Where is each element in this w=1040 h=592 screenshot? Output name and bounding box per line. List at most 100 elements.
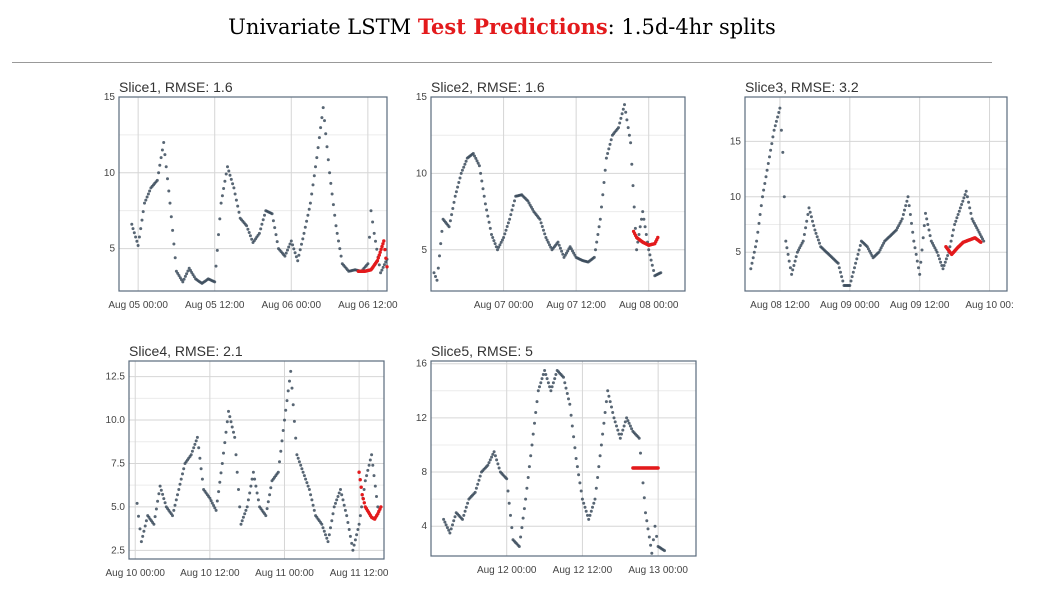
actual-point bbox=[570, 424, 574, 428]
actual-point bbox=[320, 522, 324, 526]
actual-point bbox=[284, 408, 288, 412]
actual-point bbox=[355, 533, 359, 537]
figure-title-suffix: : 1.5d-4hr splits bbox=[607, 15, 776, 39]
actual-point bbox=[265, 507, 269, 511]
actual-point bbox=[213, 506, 217, 510]
actual-point bbox=[214, 508, 218, 512]
actual-point bbox=[611, 411, 615, 414]
actual-point bbox=[488, 226, 492, 230]
actual-point bbox=[935, 250, 939, 254]
actual-point bbox=[155, 178, 159, 182]
actual-point bbox=[505, 477, 509, 481]
actual-point bbox=[506, 221, 510, 225]
actual-point bbox=[638, 225, 642, 229]
actual-point bbox=[594, 486, 598, 490]
actual-point bbox=[220, 194, 224, 198]
actual-point bbox=[899, 219, 903, 223]
actual-point bbox=[461, 517, 464, 521]
actual-point bbox=[303, 225, 307, 229]
actual-point bbox=[261, 218, 265, 222]
actual-point bbox=[558, 246, 562, 250]
actual-point bbox=[933, 246, 937, 250]
actual-point bbox=[525, 486, 529, 490]
actual-point bbox=[192, 446, 196, 450]
actual-point bbox=[954, 219, 958, 223]
actual-point bbox=[486, 463, 490, 467]
actual-point bbox=[329, 526, 332, 530]
actual-point bbox=[653, 524, 657, 528]
actual-point bbox=[247, 231, 251, 234]
actual-point bbox=[163, 501, 167, 505]
actual-point bbox=[304, 477, 308, 481]
actual-point bbox=[560, 249, 564, 253]
actual-point bbox=[300, 242, 303, 246]
actual-point bbox=[491, 452, 495, 456]
actual-point bbox=[248, 491, 252, 495]
actual-point bbox=[519, 535, 523, 539]
panel-slice3: Slice3, RMSE: 3.2 5 10 15 Aug 08 12:00 Aug 09… bbox=[730, 79, 1014, 311]
actual-point bbox=[493, 242, 497, 246]
actual-point bbox=[646, 527, 650, 531]
actual-point bbox=[589, 509, 593, 513]
actual-point bbox=[755, 239, 759, 243]
actual-point bbox=[474, 156, 478, 160]
actual-point bbox=[786, 252, 790, 256]
actual-point bbox=[487, 461, 491, 465]
actual-point bbox=[253, 477, 257, 481]
predicted-point bbox=[358, 478, 362, 482]
actual-point bbox=[154, 507, 158, 511]
actual-point bbox=[357, 522, 361, 526]
actual-point bbox=[877, 250, 881, 254]
plot-frame bbox=[118, 96, 388, 292]
actual-point bbox=[287, 245, 291, 249]
actual-point bbox=[870, 254, 874, 257]
actual-point bbox=[531, 207, 535, 211]
actual-point bbox=[171, 514, 174, 518]
actual-point bbox=[189, 453, 193, 457]
actual-point bbox=[649, 258, 653, 262]
actual-point bbox=[281, 429, 285, 432]
actual-point bbox=[301, 470, 305, 474]
actual-point bbox=[659, 271, 663, 275]
actual-point bbox=[549, 389, 553, 393]
actual-point bbox=[948, 245, 952, 249]
y-tick-label: 8 bbox=[421, 467, 427, 478]
actual-point bbox=[561, 252, 565, 256]
actual-point bbox=[331, 512, 335, 516]
actual-point bbox=[621, 428, 625, 432]
y-tick-label: 15 bbox=[730, 136, 742, 147]
actual-point bbox=[134, 235, 138, 239]
actual-point bbox=[381, 265, 385, 269]
actual-point bbox=[627, 133, 631, 137]
actual-point bbox=[145, 195, 149, 199]
actual-point bbox=[483, 202, 487, 206]
actual-point bbox=[587, 517, 591, 521]
actual-point bbox=[763, 182, 767, 185]
actual-point bbox=[982, 239, 986, 243]
actual-point bbox=[622, 424, 626, 428]
actual-point bbox=[953, 223, 957, 226]
actual-point bbox=[840, 275, 844, 279]
actual-point bbox=[438, 254, 441, 258]
actual-point bbox=[805, 219, 809, 223]
actual-point bbox=[639, 451, 642, 455]
actual-point bbox=[369, 209, 373, 213]
actual-point bbox=[765, 168, 769, 172]
y-tick-label: 7.5 bbox=[111, 458, 125, 469]
actual-point bbox=[319, 126, 323, 130]
actual-point bbox=[210, 501, 214, 505]
actual-point bbox=[473, 490, 477, 494]
actual-point bbox=[331, 203, 335, 207]
actual-point bbox=[307, 488, 311, 491]
actual-point bbox=[520, 526, 524, 530]
actual-point bbox=[377, 263, 381, 267]
actual-point bbox=[816, 238, 820, 242]
actual-point bbox=[592, 255, 596, 259]
actual-point bbox=[606, 152, 610, 155]
actual-point bbox=[178, 482, 182, 486]
x-tick-label: Aug 08 12:00 bbox=[750, 300, 810, 311]
actual-point bbox=[626, 419, 630, 423]
actual-point bbox=[191, 273, 195, 277]
actual-point bbox=[176, 493, 179, 497]
actual-point bbox=[249, 484, 253, 488]
